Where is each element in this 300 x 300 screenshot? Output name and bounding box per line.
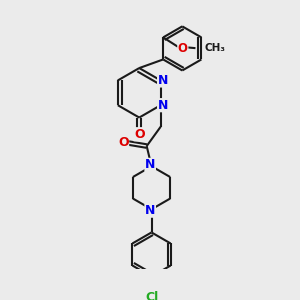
- Text: N: N: [158, 74, 168, 87]
- Text: N: N: [145, 204, 155, 217]
- Text: N: N: [145, 158, 155, 171]
- Text: Cl: Cl: [145, 291, 158, 300]
- Text: CH₃: CH₃: [204, 43, 225, 53]
- Text: O: O: [118, 136, 129, 149]
- Text: O: O: [134, 128, 145, 141]
- Text: N: N: [158, 99, 168, 112]
- Text: O: O: [178, 42, 188, 55]
